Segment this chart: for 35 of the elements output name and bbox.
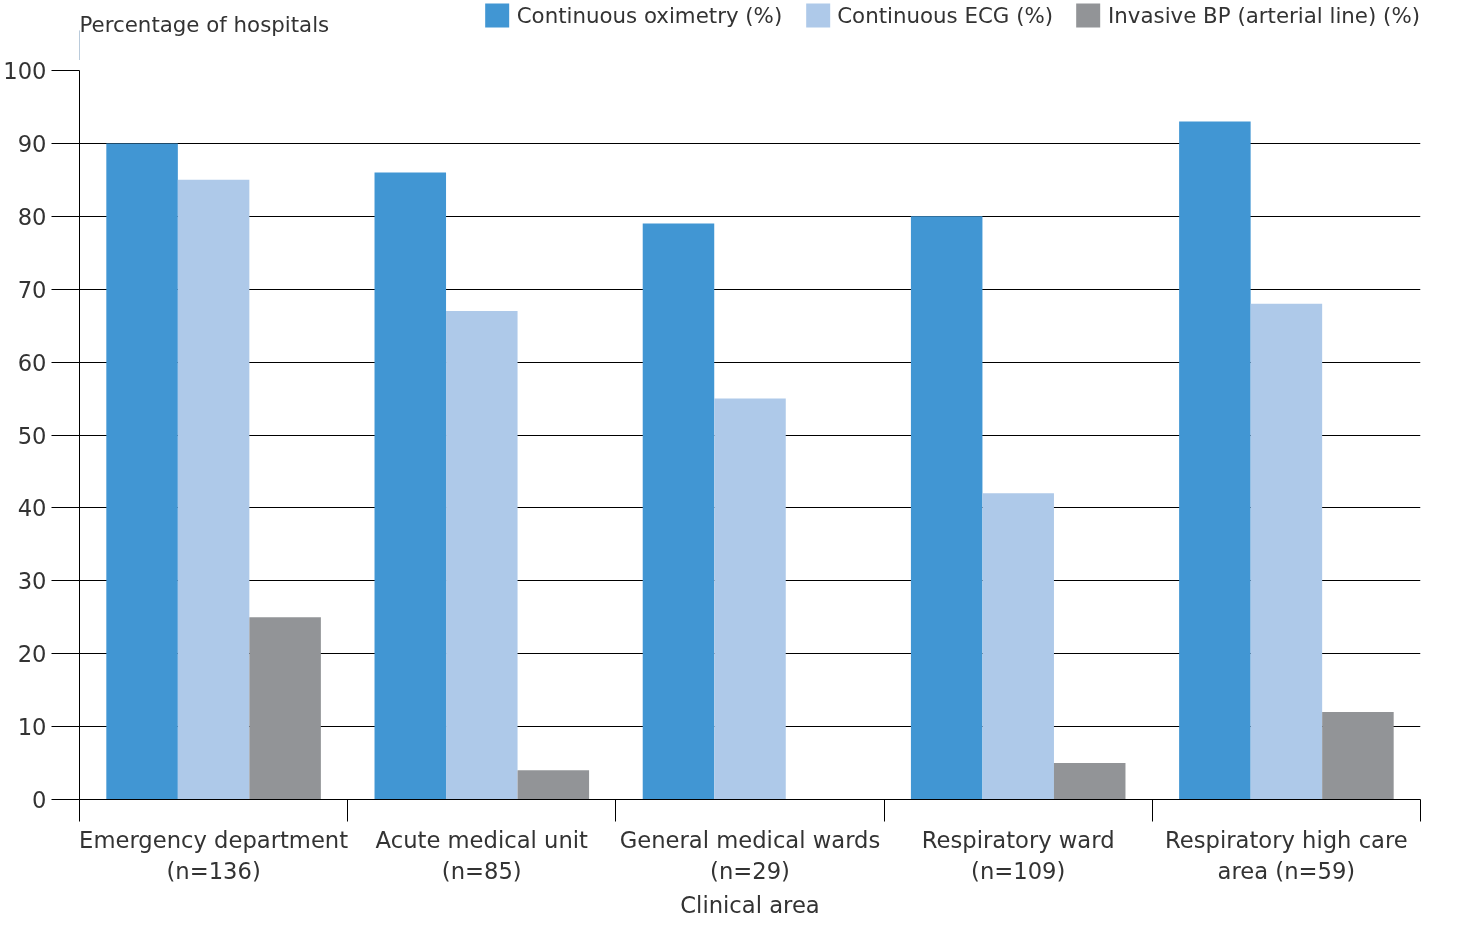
y-tick-label: 10 bbox=[17, 714, 47, 741]
legend-label: Continuous ECG (%) bbox=[837, 2, 1054, 28]
bar bbox=[106, 143, 178, 800]
y-axis-title: Percentage of hospitals bbox=[79, 12, 330, 37]
x-axis-title: Clinical area bbox=[680, 891, 820, 918]
y-tick-label: 30 bbox=[17, 568, 47, 595]
x-tick-label: Respiratory ward (n=109) bbox=[921, 826, 1115, 884]
bar bbox=[446, 311, 518, 800]
bar bbox=[249, 617, 321, 800]
y-tick-label: 60 bbox=[17, 349, 47, 376]
y-tick-label: 100 bbox=[3, 58, 47, 84]
legend-label: Invasive BP (arterial line) (%) bbox=[1108, 2, 1420, 28]
x-tick-label: General medical wards (n=29) bbox=[619, 826, 881, 884]
y-tick-label: 80 bbox=[17, 203, 47, 230]
bar bbox=[1250, 303, 1323, 800]
y-tick-label: 50 bbox=[17, 422, 47, 449]
bar bbox=[642, 223, 715, 800]
y-tick-label: 0 bbox=[32, 787, 47, 813]
bar bbox=[374, 172, 447, 800]
y-tick-label: 20 bbox=[17, 641, 47, 668]
bar bbox=[517, 770, 590, 800]
bar bbox=[982, 493, 1054, 800]
y-tick-label: 40 bbox=[17, 495, 47, 522]
x-tick-label: Acute medical unit (n=85) bbox=[375, 826, 589, 884]
x-tick-label: Respiratory high care area (n=59) bbox=[1165, 826, 1408, 884]
bar bbox=[1179, 121, 1251, 800]
y-tick-label: 90 bbox=[17, 130, 47, 157]
y-tick-label: 70 bbox=[17, 276, 47, 303]
bar bbox=[177, 179, 250, 800]
bar bbox=[1322, 712, 1394, 800]
bar bbox=[714, 398, 786, 800]
bar bbox=[1053, 763, 1126, 800]
legend-label: Continuous oximetry (%) bbox=[516, 2, 783, 28]
x-tick-label: Emergency department (n=136) bbox=[79, 826, 349, 884]
bar bbox=[910, 216, 983, 800]
